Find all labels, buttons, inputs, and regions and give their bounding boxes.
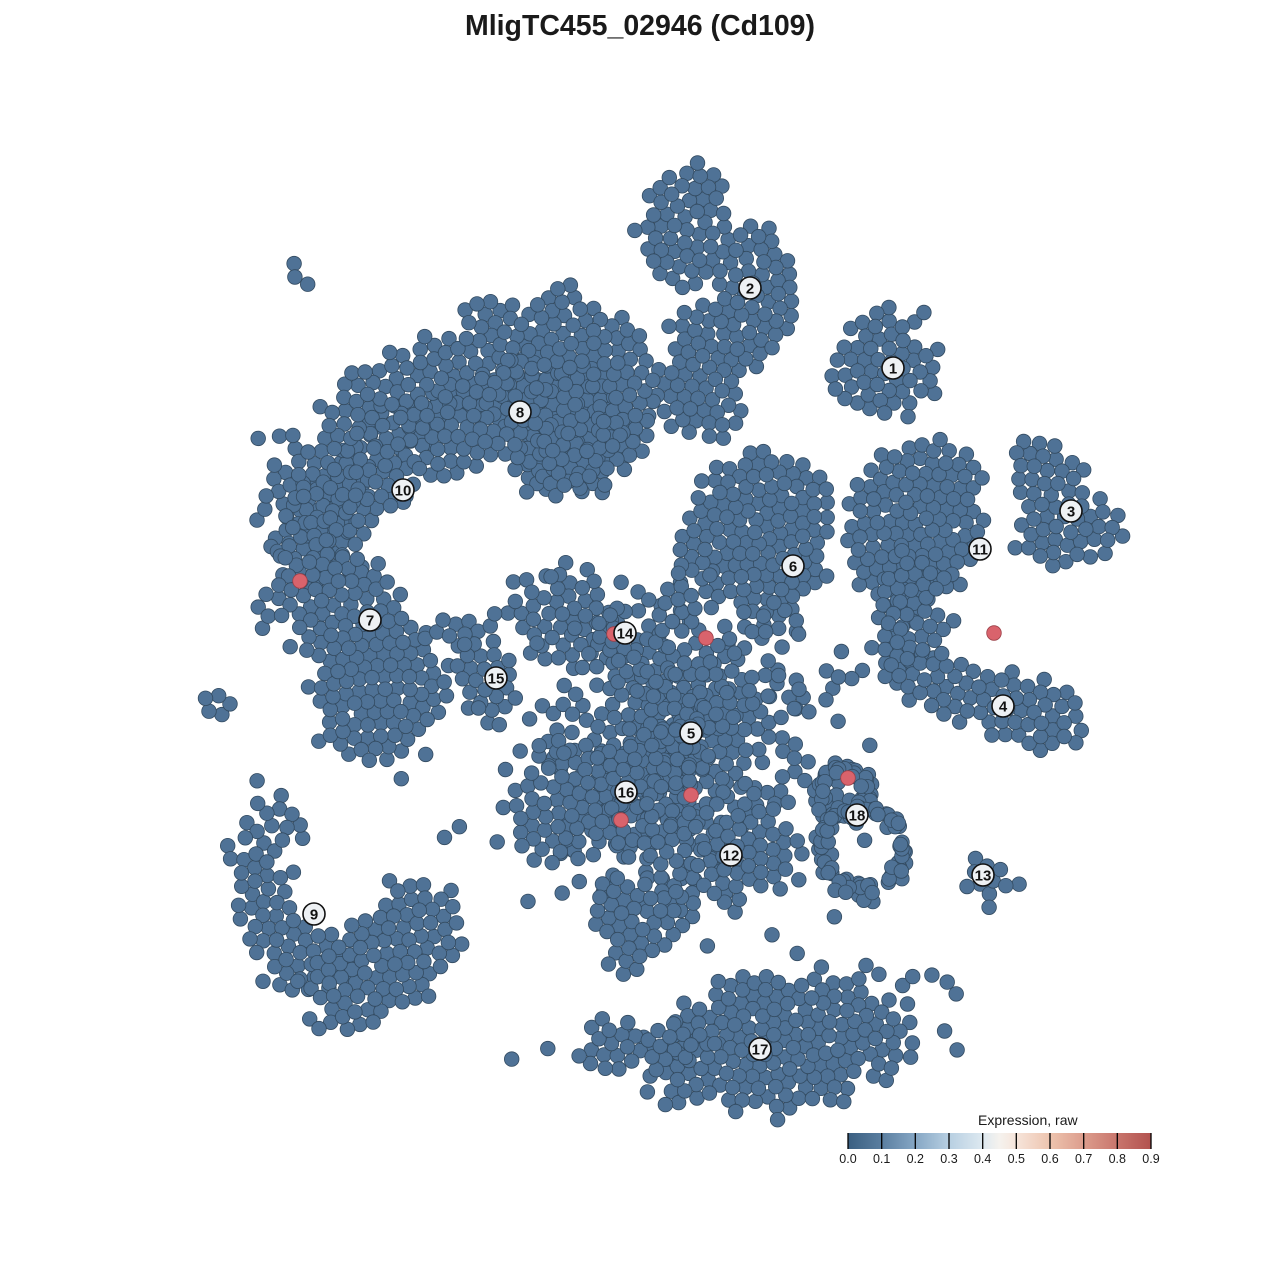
svg-text:13: 13	[975, 868, 992, 885]
svg-text:18: 18	[849, 808, 866, 825]
svg-text:6: 6	[789, 559, 797, 576]
svg-text:4: 4	[999, 699, 1008, 716]
svg-text:15: 15	[488, 671, 505, 688]
svg-text:14: 14	[617, 626, 634, 643]
svg-text:7: 7	[366, 613, 374, 630]
svg-text:5: 5	[687, 726, 695, 743]
svg-text:10: 10	[395, 483, 412, 500]
svg-text:11: 11	[972, 542, 988, 559]
svg-text:8: 8	[516, 405, 524, 422]
svg-text:2: 2	[746, 281, 754, 298]
svg-text:1: 1	[889, 361, 897, 378]
svg-text:16: 16	[618, 785, 635, 802]
svg-text:3: 3	[1067, 504, 1075, 521]
svg-text:17: 17	[752, 1042, 769, 1059]
svg-text:9: 9	[310, 907, 318, 924]
svg-text:12: 12	[723, 848, 740, 865]
